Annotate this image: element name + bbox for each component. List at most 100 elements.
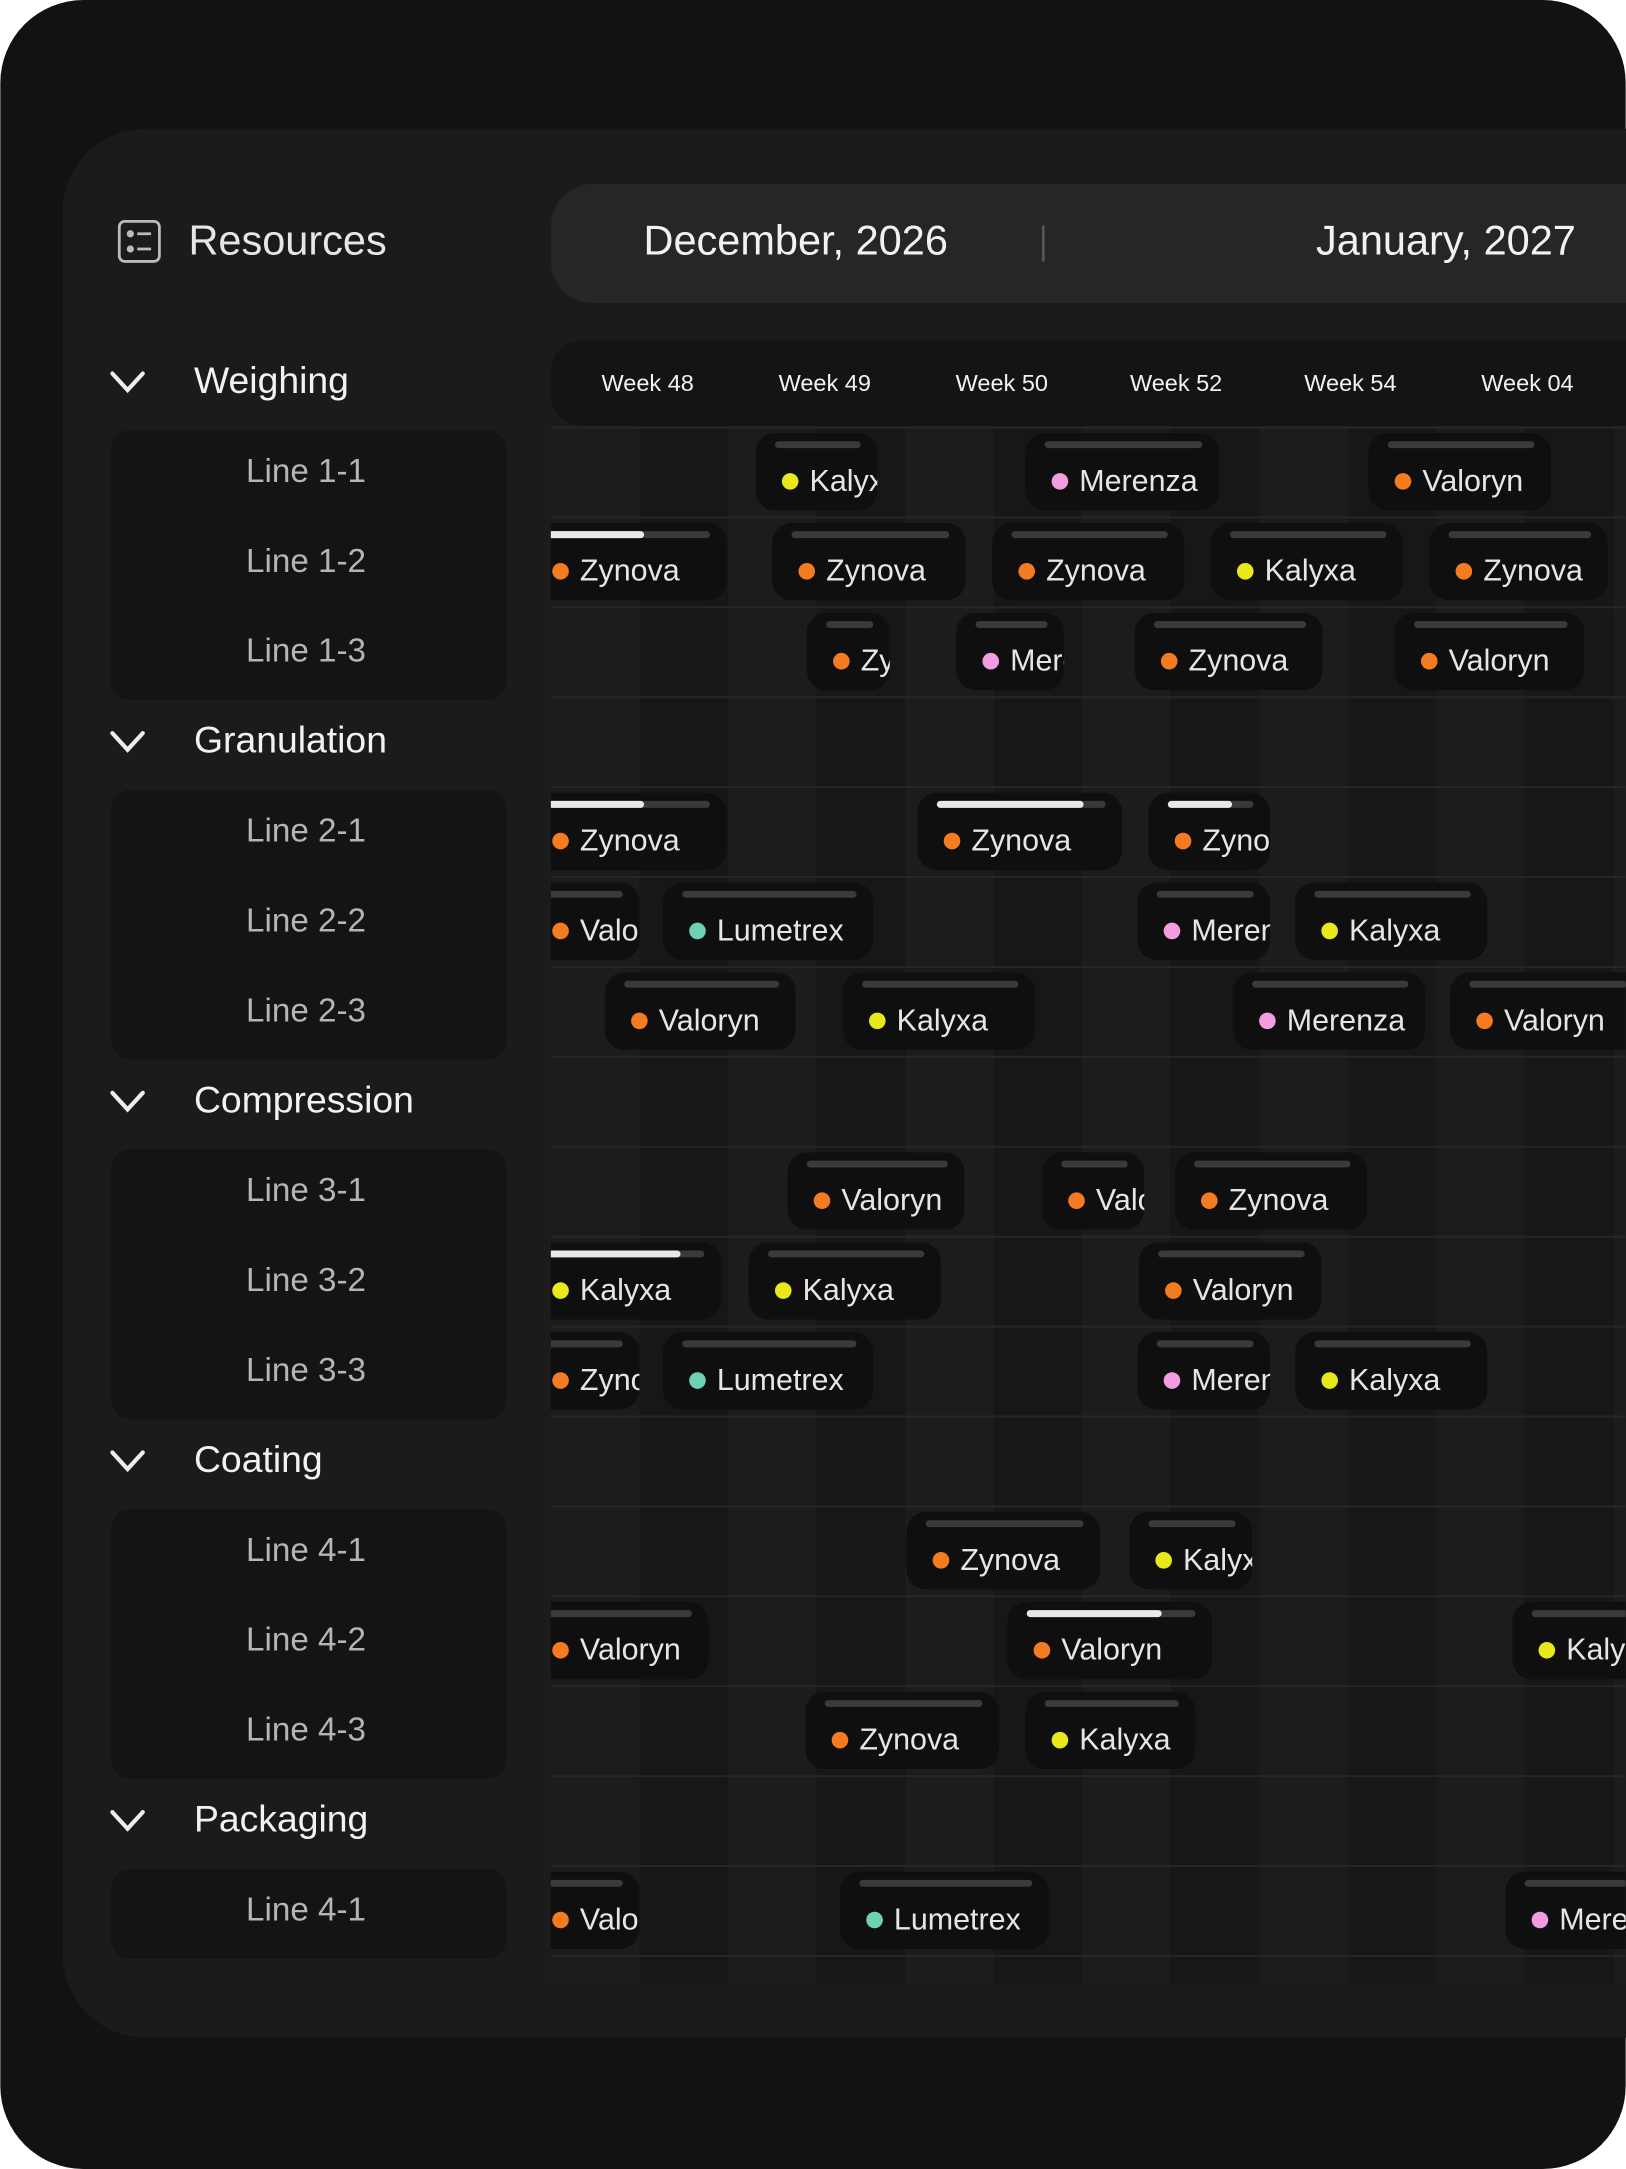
task-label: Merenza	[1191, 913, 1309, 947]
chip-bg	[1137, 1332, 1271, 1410]
task-chip[interactable]: Valoryn	[526, 1601, 709, 1680]
chevron	[110, 371, 145, 394]
task-chip[interactable]: Valoryn	[1041, 1152, 1197, 1230]
status-dot	[1201, 1192, 1218, 1209]
task-chip[interactable]: Merenza	[1025, 432, 1219, 511]
task-label: Zynova	[960, 1543, 1060, 1577]
task-label: Kalyxa	[1349, 913, 1440, 947]
task-chip[interactable]: Valoryn	[604, 972, 796, 1050]
progress-track	[550, 1610, 692, 1618]
status-dot	[1394, 473, 1412, 490]
progress-track	[1156, 890, 1254, 898]
chip-bg	[1007, 1601, 1213, 1680]
task-chip[interactable]: Zynova	[992, 522, 1185, 601]
group-name: Compression	[194, 1078, 414, 1120]
task-chip[interactable]: Valoryn	[1394, 612, 1585, 691]
status-dot	[552, 922, 569, 940]
task-chip[interactable]: Kalyxa	[755, 432, 901, 511]
task-chip[interactable]: Valoryn	[787, 1152, 965, 1230]
task-chip[interactable]: Zynova	[526, 522, 727, 601]
task-chip[interactable]: Valoryn	[526, 1871, 681, 1950]
chip-bg	[772, 522, 966, 601]
chip-bg	[956, 612, 1065, 691]
task-chip[interactable]: Kalyxa	[1512, 1601, 1626, 1680]
sidebar-title: Resources	[188, 216, 386, 263]
status-dot	[1321, 922, 1338, 940]
group-name: Weighing	[194, 359, 349, 401]
chip-bg	[1295, 1332, 1488, 1410]
chip-bg	[1450, 972, 1626, 1050]
chip-bg	[839, 1871, 1049, 1950]
task-chip[interactable]: Merenza	[1232, 972, 1426, 1050]
task-chip[interactable]: Merenza	[1137, 1332, 1309, 1410]
task-label: Zynova	[971, 823, 1071, 857]
chip-bg	[748, 1242, 941, 1320]
task-chip[interactable]: Merenza	[1137, 882, 1309, 961]
chip-bg	[662, 1332, 874, 1410]
task-label: Valoryn	[1096, 1183, 1197, 1217]
task-chip[interactable]: Kalyxa	[748, 1242, 941, 1320]
status-dot	[1068, 1192, 1085, 1209]
task-chip[interactable]: Zynova	[1429, 522, 1608, 601]
task-chip[interactable]: Merenza	[1505, 1871, 1626, 1950]
chevron	[110, 1450, 145, 1473]
group-name: Granulation	[194, 719, 387, 761]
task-label: Lumetrex	[894, 1902, 1021, 1936]
task-chip[interactable]: Zynova	[526, 792, 727, 871]
task-chip[interactable]: Valoryn	[526, 882, 681, 961]
task-chip[interactable]: Valoryn	[1007, 1601, 1213, 1680]
progress-track	[774, 441, 861, 449]
task-label: Kalyxa	[1183, 1543, 1274, 1577]
chip-bg	[550, 1601, 709, 1680]
status-dot	[552, 1911, 569, 1929]
task-chip[interactable]: Kalyxa	[1295, 1332, 1488, 1410]
task-chip[interactable]: Lumetrex	[662, 1332, 874, 1410]
progress-track	[824, 1700, 983, 1707]
week-label: Week 54	[1304, 370, 1396, 396]
chip-bg	[1505, 1871, 1626, 1950]
chip-bg	[1210, 522, 1403, 601]
progress-track	[1230, 531, 1387, 539]
week-label: Week 04	[1481, 370, 1573, 396]
chevron	[110, 1090, 145, 1113]
line-box	[110, 1509, 507, 1779]
status-dot	[552, 562, 569, 580]
task-chip[interactable]: Kalyxa	[526, 1242, 722, 1320]
chevron	[110, 1810, 145, 1832]
task-chip[interactable]: Merenza	[956, 612, 1128, 691]
task-label: Zynova	[580, 1363, 680, 1397]
task-chip[interactable]: Kalyxa	[1210, 522, 1403, 601]
line-name: Line 2-3	[246, 992, 366, 1029]
grid-stripe	[1613, 426, 1626, 1984]
task-chip[interactable]: Kalyxa	[1025, 1691, 1196, 1770]
task-label: Zynova	[1202, 823, 1302, 857]
task-chip[interactable]: Valoryn	[1138, 1242, 1322, 1320]
task-chip[interactable]: Kalyxa	[1295, 882, 1488, 961]
task-chip[interactable]: Zynova	[1148, 792, 1302, 871]
task-chip[interactable]: Zynova	[917, 792, 1123, 871]
chip-bg	[842, 972, 1036, 1050]
task-chip[interactable]: Valoryn	[1450, 972, 1626, 1050]
task-chip[interactable]: Zynova	[526, 1332, 680, 1410]
task-chip[interactable]: Zynova	[906, 1511, 1101, 1590]
task-label: Valoryn	[580, 913, 681, 947]
chip-bg	[1134, 612, 1323, 691]
task-chip[interactable]: Zynova	[1134, 612, 1323, 691]
task-chip[interactable]: Zynova	[805, 1691, 1000, 1770]
status-dot	[1033, 1641, 1051, 1659]
task-chip[interactable]: Zynova	[1174, 1152, 1368, 1230]
status-dot	[1420, 652, 1438, 670]
task-chip[interactable]: Lumetrex	[839, 1871, 1049, 1950]
grid-stripe	[550, 426, 640, 1984]
task-chip[interactable]: Zynova	[806, 612, 961, 691]
week-label: Week 52	[1130, 370, 1222, 396]
task-chip[interactable]: Kalyxa	[1129, 1511, 1274, 1590]
task-chip[interactable]: Kalyxa	[842, 972, 1036, 1050]
line-box	[110, 1868, 507, 1959]
progress-track	[1153, 621, 1307, 629]
task-label: Kalyxa	[1566, 1633, 1626, 1667]
task-chip[interactable]: Zynova	[772, 522, 966, 601]
task-chip[interactable]: Lumetrex	[662, 882, 874, 961]
task-label: Valoryn	[841, 1183, 942, 1217]
task-chip[interactable]: Valoryn	[1368, 432, 1551, 511]
